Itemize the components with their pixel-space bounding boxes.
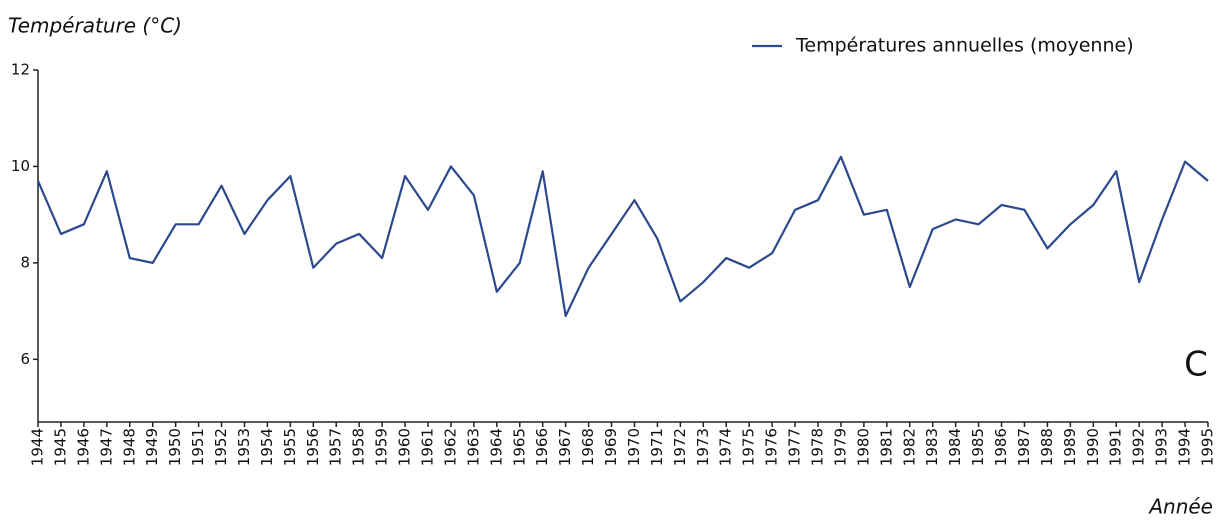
x-tick-label: 1949 [143,428,161,466]
x-tick-label: 1947 [97,428,115,466]
data-line [36,155,1209,318]
y-tick-label: 12 [11,61,30,79]
x-tick-label: 1959 [373,428,391,466]
x-tick-label: 1965 [510,428,528,466]
x-tick-label: 1946 [74,428,92,466]
x-tick-label: 1972 [671,428,689,466]
x-tick-label: 1993 [1153,428,1171,466]
x-tick-label: 1956 [304,428,322,466]
x-tick-label: 1984 [946,428,964,466]
y-tick-label: 8 [20,253,30,271]
x-tick-label: 1982 [900,428,918,466]
x-tick-label: 1975 [740,428,758,466]
y-tick-label: 10 [11,157,30,175]
x-tick-label: 1952 [212,428,230,466]
x-tick-label: 1980 [854,428,872,466]
x-tick-label: 1962 [441,428,459,466]
x-tick-label: 1969 [602,428,620,466]
x-tick-label: 1955 [281,428,299,466]
x-tick-label: 1953 [235,428,253,466]
x-tick-label: 1957 [327,428,345,466]
x-tick-label: 1978 [809,428,827,466]
x-tick-label: 1964 [487,428,505,466]
x-tick-label: 1977 [786,428,804,466]
x-tick-label: 1974 [717,428,735,466]
y-axis-title: Température (°C) [8,14,182,38]
x-tick-label: 1983 [923,428,941,466]
x-tick-label: 1961 [419,428,437,466]
x-tick-label: 1995 [1199,428,1217,466]
x-tick-label: 1989 [1061,428,1079,466]
legend-label: Températures annuelles (moyenne) [795,35,1134,57]
x-tick-label: 1960 [396,428,414,466]
x-tick-label: 1988 [1038,428,1056,466]
x-tick-label: 1986 [992,428,1010,466]
x-tick-label: 1985 [969,428,987,466]
x-tick-label: 1971 [648,428,666,466]
x-tick-label: 1991 [1107,428,1125,466]
x-tick-label: 1963 [464,428,482,466]
y-tick-label: 6 [20,350,30,368]
x-tick-label: 1976 [763,428,781,466]
x-tick-label: 1944 [29,428,47,466]
x-tick-label: 1992 [1130,428,1148,466]
x-tick-label: 1954 [258,428,276,466]
x-tick-label: 1945 [51,428,69,466]
x-tick-label: 1966 [533,428,551,466]
x-tick-label: 1968 [579,428,597,466]
x-tick-label: 1958 [350,428,368,466]
x-tick-label: 1970 [625,428,643,466]
x-tick-label: 1950 [166,428,184,466]
x-tick-label: 1967 [556,428,574,466]
x-tick-label: 1973 [694,428,712,466]
x-tick-label: 1994 [1176,428,1194,466]
x-axis-title: Année [1147,495,1213,519]
x-tick-label: 1987 [1015,428,1033,466]
x-tick-label: 1981 [877,428,895,466]
x-tick-label: 1951 [189,428,207,466]
x-tick-label: 1979 [831,428,849,466]
annotation: C [1184,345,1208,385]
x-tick-label: 1990 [1084,428,1102,466]
x-tick-label: 1948 [120,428,138,466]
